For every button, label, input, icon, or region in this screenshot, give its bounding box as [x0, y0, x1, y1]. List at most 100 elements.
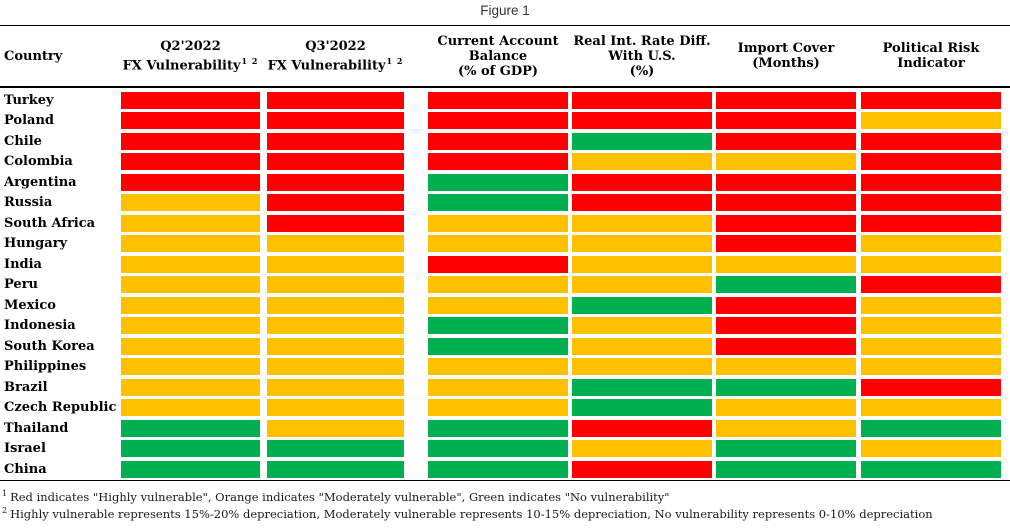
status-cell-real-int-rate: [572, 378, 712, 396]
status-cell-q2-fx-vulnerability: [121, 419, 260, 437]
status-cell-import-cover: [716, 235, 856, 253]
table-row: Brazil: [0, 377, 1010, 398]
status-cell-political-risk: [861, 337, 1001, 355]
table-header: Country Q2'2022 FX Vulnerability1 2 Q3'2…: [0, 26, 1010, 86]
status-cell-q2-fx-vulnerability: [121, 153, 260, 171]
status-cell-current-account: [428, 255, 568, 273]
status-cell-political-risk: [861, 378, 1001, 396]
status-cell-q3-fx-vulnerability: [267, 358, 404, 376]
footnotes: 1 Red indicates "Highly vulnerable", Oran…: [0, 481, 1010, 521]
status-cell-real-int-rate: [572, 153, 712, 171]
status-cell-q2-fx-vulnerability: [121, 235, 260, 253]
country-label: Peru: [4, 277, 38, 293]
country-label: Brazil: [4, 379, 48, 395]
country-label: South Korea: [4, 338, 95, 354]
title-divider: [0, 25, 1010, 26]
table-row: Mexico: [0, 295, 1010, 316]
status-cell-import-cover: [716, 153, 856, 171]
status-cell-real-int-rate: [572, 419, 712, 437]
status-cell-current-account: [428, 399, 568, 417]
status-cell-current-account: [428, 132, 568, 150]
status-cell-q2-fx-vulnerability: [121, 112, 260, 130]
header-line: (% of GDP): [457, 63, 539, 79]
table-row: India: [0, 254, 1010, 275]
status-cell-q3-fx-vulnerability: [267, 276, 404, 294]
footnote-ref: 1 2: [241, 55, 259, 66]
status-cell-q2-fx-vulnerability: [121, 91, 260, 109]
status-cell-q2-fx-vulnerability: [121, 173, 260, 191]
status-cell-import-cover: [716, 460, 856, 478]
status-cell-current-account: [428, 194, 568, 212]
header-text: FX Vulnerability: [267, 58, 386, 74]
status-cell-current-account: [428, 214, 568, 232]
footnote-2: 2 Highly vulnerable represents 15%-20% de…: [0, 502, 1010, 521]
header-line: Real Int. Rate Diff.: [573, 33, 711, 49]
country-label: Chile: [4, 133, 42, 149]
footnote-2-text: Highly vulnerable represents 15%-20% dep…: [10, 506, 933, 521]
footnote-ref: 1 2: [386, 55, 404, 66]
country-label: Mexico: [4, 297, 56, 313]
col-header-political-risk: Political Risk Indicator: [861, 41, 1001, 71]
table-row: Philippines: [0, 357, 1010, 378]
status-cell-import-cover: [716, 419, 856, 437]
status-cell-current-account: [428, 378, 568, 396]
status-cell-political-risk: [861, 194, 1001, 212]
figure-title: Figure 1: [480, 3, 530, 18]
status-cell-real-int-rate: [572, 255, 712, 273]
status-cell-q3-fx-vulnerability: [267, 153, 404, 171]
status-cell-real-int-rate: [572, 112, 712, 130]
header-line: Political Risk: [882, 41, 980, 56]
status-cell-current-account: [428, 419, 568, 437]
status-cell-q2-fx-vulnerability: [121, 378, 260, 396]
col-header-country: Country: [4, 48, 63, 64]
status-cell-import-cover: [716, 317, 856, 335]
status-cell-q2-fx-vulnerability: [121, 255, 260, 273]
footnote-1-marker: 1: [2, 488, 8, 498]
status-cell-import-cover: [716, 112, 856, 130]
status-cell-political-risk: [861, 173, 1001, 191]
col-header-current-account: Current Account Balance (% of GDP): [428, 34, 568, 79]
header-divider: [0, 86, 1010, 88]
status-cell-q3-fx-vulnerability: [267, 440, 404, 458]
status-cell-political-risk: [861, 358, 1001, 376]
status-cell-q3-fx-vulnerability: [267, 194, 404, 212]
status-cell-q2-fx-vulnerability: [121, 317, 260, 335]
status-cell-q2-fx-vulnerability: [121, 399, 260, 417]
country-label: Colombia: [4, 154, 73, 170]
status-cell-import-cover: [716, 255, 856, 273]
status-cell-real-int-rate: [572, 132, 712, 150]
table-row: Czech Republic: [0, 398, 1010, 419]
status-cell-political-risk: [861, 460, 1001, 478]
status-cell-political-risk: [861, 214, 1001, 232]
status-cell-current-account: [428, 317, 568, 335]
country-label: Thailand: [4, 420, 69, 436]
header-line: Balance: [468, 48, 528, 64]
status-cell-real-int-rate: [572, 317, 712, 335]
table-row: Argentina: [0, 172, 1010, 193]
status-cell-political-risk: [861, 419, 1001, 437]
status-cell-real-int-rate: [572, 214, 712, 232]
table-row: Colombia: [0, 152, 1010, 173]
col-header-q3-fx-vulnerability: Q3'2022 FX Vulnerability1 2: [267, 39, 404, 73]
status-cell-import-cover: [716, 194, 856, 212]
status-cell-political-risk: [861, 91, 1001, 109]
status-cell-q3-fx-vulnerability: [267, 378, 404, 396]
country-label: Russia: [4, 195, 53, 211]
header-text: FX Vulnerability: [122, 58, 241, 74]
status-cell-political-risk: [861, 255, 1001, 273]
status-cell-q3-fx-vulnerability: [267, 337, 404, 355]
header-line: FX Vulnerability1 2: [267, 54, 404, 73]
country-label: Turkey: [4, 92, 54, 108]
status-cell-q3-fx-vulnerability: [267, 235, 404, 253]
status-cell-real-int-rate: [572, 440, 712, 458]
status-cell-political-risk: [861, 153, 1001, 171]
status-cell-import-cover: [716, 440, 856, 458]
country-label: Hungary: [4, 236, 68, 252]
col-header-real-int-rate: Real Int. Rate Diff. With U.S. (%): [572, 34, 712, 79]
status-cell-q2-fx-vulnerability: [121, 358, 260, 376]
status-cell-political-risk: [861, 296, 1001, 314]
status-cell-q3-fx-vulnerability: [267, 317, 404, 335]
status-cell-q3-fx-vulnerability: [267, 132, 404, 150]
col-header-import-cover: Import Cover (Months): [716, 41, 856, 71]
status-cell-q2-fx-vulnerability: [121, 214, 260, 232]
